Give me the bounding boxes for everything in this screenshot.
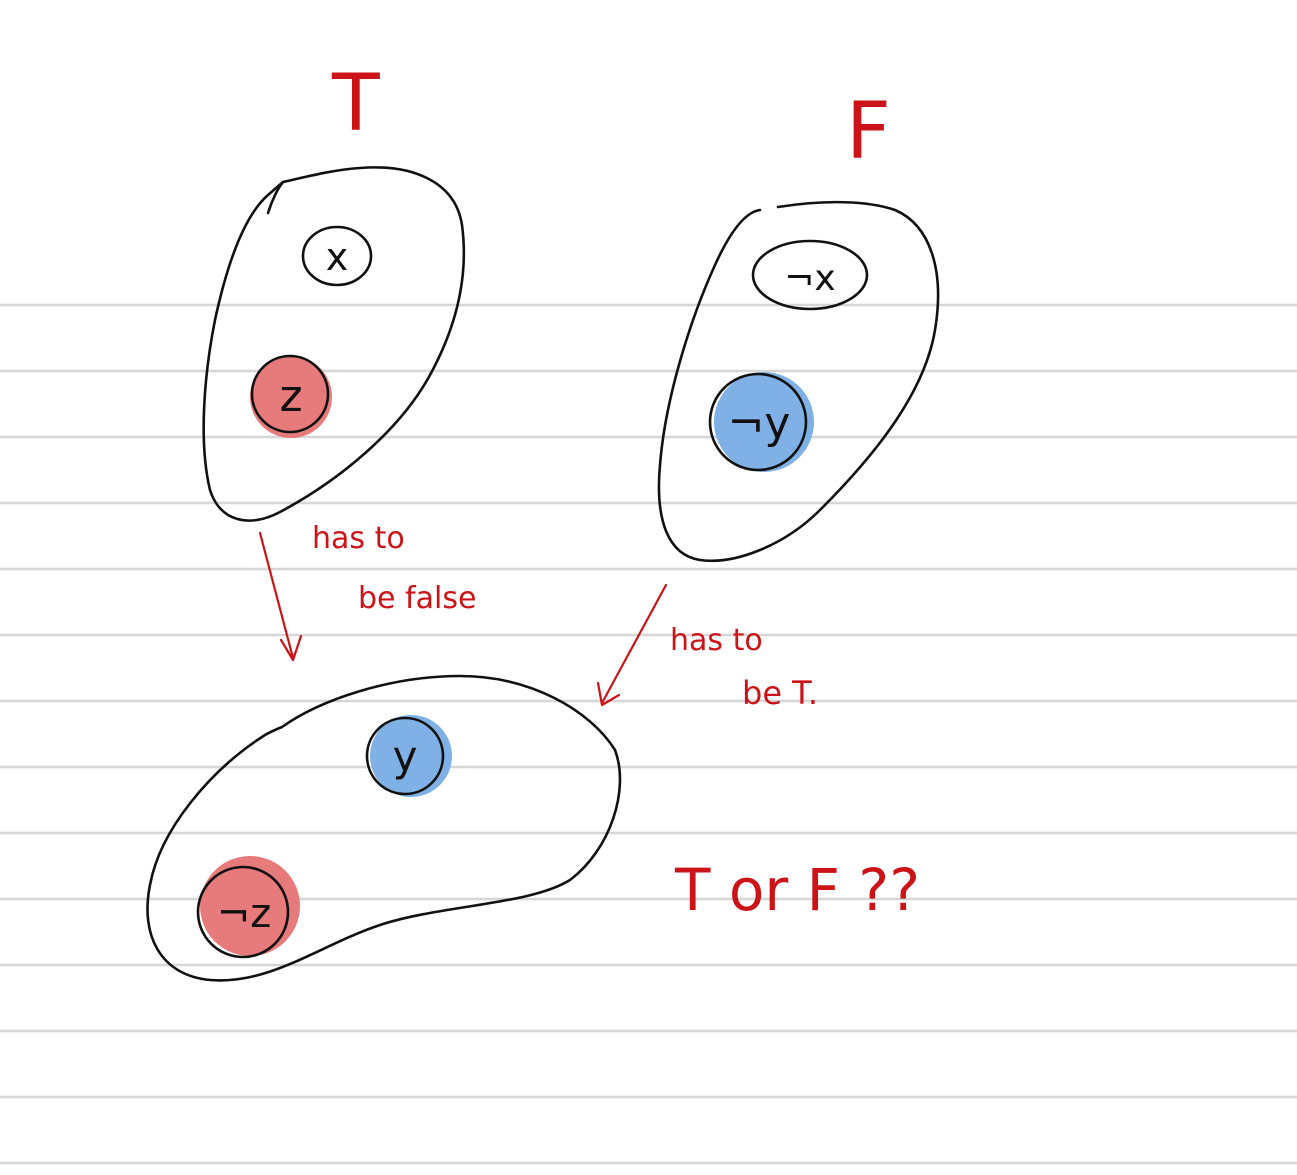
- svg-text:y: y: [393, 732, 418, 781]
- arrow-from-true-set: [258, 531, 303, 662]
- annotation-right: has to be T.: [670, 623, 818, 712]
- node-y: y: [365, 715, 452, 797]
- node-not-z: ¬z: [196, 856, 300, 959]
- annotation-left-line2: be false: [358, 581, 476, 616]
- annotation-left: has to be false: [312, 521, 476, 616]
- set-true: T x z: [202, 59, 466, 522]
- set-false: F ¬x ¬y: [657, 87, 940, 563]
- node-z: z: [250, 354, 332, 438]
- annotation-right-line2: be T.: [742, 674, 818, 712]
- node-not-x: ¬x: [751, 239, 869, 311]
- svg-text:z: z: [279, 371, 302, 422]
- set-result: y ¬z: [146, 674, 622, 982]
- question-text: T or F ??: [674, 856, 920, 924]
- set-result-outline: [146, 674, 622, 982]
- node-x: x: [301, 225, 373, 287]
- svg-text:x: x: [326, 235, 349, 279]
- svg-text:¬x: ¬x: [784, 258, 835, 299]
- svg-text:¬z: ¬z: [217, 891, 272, 937]
- ruled-lines: [0, 303, 1297, 1165]
- annotation-right-line1: has to: [670, 623, 763, 658]
- svg-text:¬y: ¬y: [728, 398, 791, 449]
- node-not-y: ¬y: [708, 372, 814, 472]
- annotation-left-line1: has to: [312, 521, 405, 556]
- set-false-label: F: [846, 87, 891, 177]
- set-false-outline: [657, 200, 940, 563]
- set-true-outline: [202, 166, 466, 522]
- arrow-from-false-set: [596, 583, 668, 707]
- set-true-label: T: [331, 59, 380, 149]
